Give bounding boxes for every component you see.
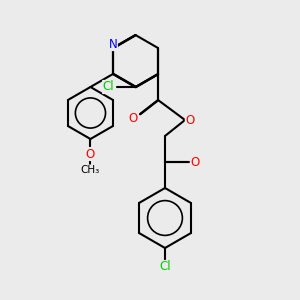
Text: N: N (109, 38, 117, 50)
Text: Cl: Cl (159, 260, 171, 274)
Text: O: O (86, 148, 95, 160)
Text: Cl: Cl (103, 80, 114, 94)
Text: CH₃: CH₃ (81, 165, 100, 175)
Text: O: O (185, 113, 195, 127)
Text: O: O (128, 112, 138, 124)
Text: O: O (190, 155, 200, 169)
